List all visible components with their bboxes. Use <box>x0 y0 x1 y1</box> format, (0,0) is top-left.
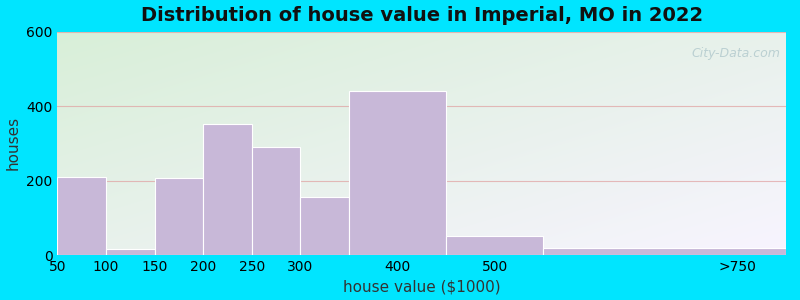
Bar <box>203 124 252 255</box>
Bar <box>349 91 446 255</box>
Bar <box>543 248 786 255</box>
Title: Distribution of house value in Imperial, MO in 2022: Distribution of house value in Imperial,… <box>141 6 703 25</box>
Bar <box>446 236 543 255</box>
Bar <box>106 249 154 255</box>
Y-axis label: houses: houses <box>6 116 21 170</box>
Bar <box>252 147 300 255</box>
Text: City-Data.com: City-Data.com <box>691 47 780 60</box>
Bar <box>300 197 349 255</box>
Bar <box>154 178 203 255</box>
Bar <box>58 177 106 255</box>
X-axis label: house value ($1000): house value ($1000) <box>343 279 501 294</box>
